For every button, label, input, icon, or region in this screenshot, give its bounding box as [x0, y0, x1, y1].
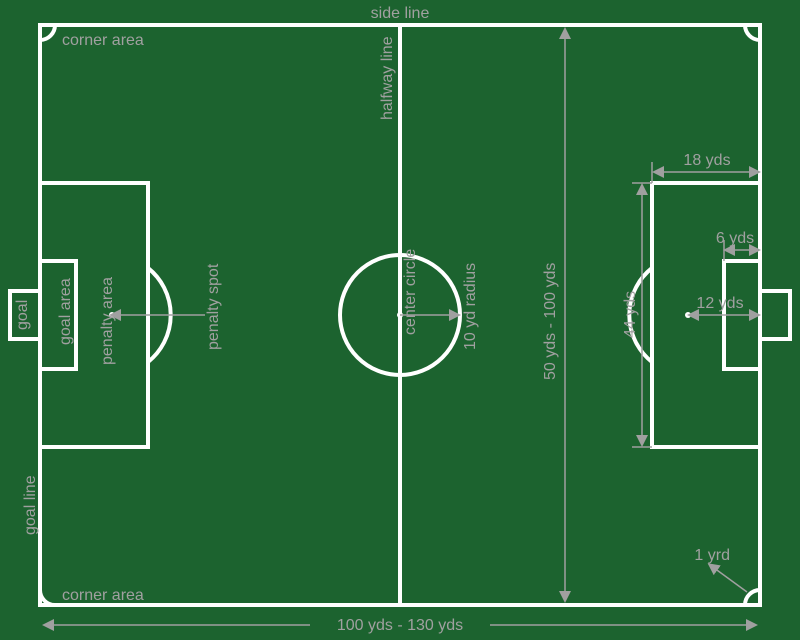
label-goal-line: goal line [22, 475, 39, 535]
label-width: 50 yds - 100 yds [542, 263, 559, 380]
soccer-field-diagram: side line corner area corner area halfwa… [0, 0, 800, 640]
corner-arc-tr [745, 25, 760, 40]
label-side-line: side line [371, 5, 430, 22]
label-12: 12 yds [696, 295, 743, 312]
label-halfway-line: halfway line [379, 36, 396, 120]
label-penalty-area: penalty area [99, 277, 116, 365]
dim-1-line [710, 565, 747, 592]
corner-arc-tl [40, 25, 55, 40]
label-length: 100 yds - 130 yds [337, 617, 463, 634]
right-goal [760, 291, 790, 339]
label-corner-area-top: corner area [62, 32, 144, 49]
label-6: 6 yds [716, 230, 754, 247]
label-corner-area-bottom: corner area [62, 587, 144, 604]
label-18: 18 yds [683, 152, 730, 169]
label-goal-area: goal area [57, 278, 74, 345]
label-radius: 10 yd radius [462, 263, 479, 350]
corner-arc-br [745, 590, 760, 605]
label-1: 1 yrd [694, 547, 730, 564]
label-penalty-spot: penalty spot [205, 263, 222, 350]
label-44: 44 yds [622, 291, 639, 338]
label-center-circle: center circle [402, 249, 419, 335]
label-goal: goal [14, 300, 31, 330]
corner-arc-bl [40, 590, 55, 605]
